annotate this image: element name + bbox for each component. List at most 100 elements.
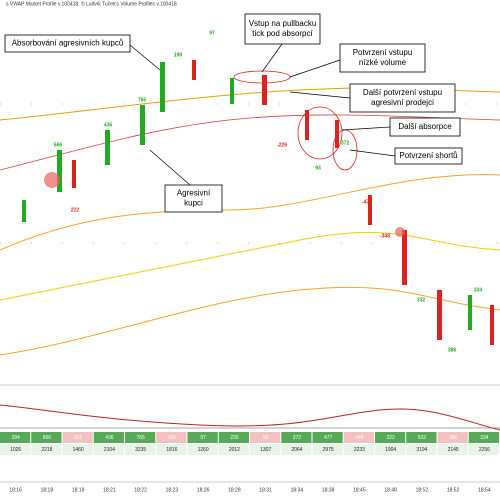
delta-label: 372 (341, 140, 350, 146)
table-value: 93 (263, 435, 269, 441)
table-value: 1026 (10, 447, 21, 453)
annotation-text: nízké volume (359, 58, 407, 67)
table-value: 334 (480, 435, 489, 441)
table-cell (125, 432, 156, 443)
table-cell (0, 432, 31, 443)
table-value: 2145 (448, 447, 459, 453)
annotation: Potvrzení shortů (394, 147, 463, 165)
callout-lines (129, 43, 396, 186)
table-value: 436 (105, 435, 114, 441)
table-cell (437, 432, 468, 443)
delta-label: 97 (209, 30, 215, 36)
table-value: 2256 (479, 447, 490, 453)
annotation-text: tick pod absorpcí (252, 29, 313, 38)
table-value: 226 (230, 435, 239, 441)
table-value: 222 (386, 435, 395, 441)
annotation-text: Vstup na pullbacku (249, 19, 317, 28)
table-value: 190 (168, 435, 177, 441)
time-label: 18:23 (166, 487, 179, 493)
time-label: 18:45 (353, 487, 366, 493)
table-cell (468, 432, 499, 443)
table-cell (312, 444, 343, 455)
annotation-box (164, 184, 223, 213)
time-label: 18:31 (259, 487, 272, 493)
annotation-text: agresivní prodejci (371, 98, 434, 107)
delta-label: 190 (174, 52, 183, 58)
table-cell (93, 432, 124, 443)
delta-label: -348 (380, 233, 390, 239)
annotation-text: Absorbování agresivních kupců (12, 39, 124, 48)
annotation-text: Další absorpce (398, 122, 452, 131)
table-value: 97 (200, 435, 206, 441)
table-cell (31, 432, 62, 443)
delta-label: 666 (54, 142, 63, 148)
time-label: 18:18 (41, 487, 54, 493)
table-value: 765 (136, 435, 145, 441)
delta-label: 93 (315, 165, 321, 171)
table-cell (218, 444, 249, 455)
lower-panel (0, 384, 500, 431)
time-label: 18:38 (322, 487, 335, 493)
table-value: 2104 (104, 447, 115, 453)
annotation-box (244, 13, 321, 45)
table-value: 477 (324, 435, 333, 441)
delta-label: 334 (474, 287, 483, 293)
annotation-box (394, 147, 463, 165)
table-cell (156, 444, 187, 455)
table-cell (406, 444, 437, 455)
table-value: 2218 (41, 447, 52, 453)
table-cell (281, 432, 312, 443)
annotation-text: Potvrzení shortů (399, 151, 457, 160)
table-cell (250, 444, 281, 455)
annotation-box (389, 117, 461, 137)
table-cell (343, 444, 374, 455)
table-cell (0, 444, 31, 455)
delta-label: 222 (71, 207, 80, 213)
delta-label: 332 (417, 297, 426, 303)
table-value: 222 (74, 435, 83, 441)
time-label: 18:21 (103, 487, 116, 493)
table-cell (406, 432, 437, 443)
annotation-box (4, 34, 131, 53)
time-label: 18:48 (384, 487, 397, 493)
annotation: Další absorpce (389, 117, 461, 137)
time-label: 18:28 (228, 487, 241, 493)
time-label: 18:19 (72, 487, 85, 493)
table-cell (93, 444, 124, 455)
table-value: 2233 (354, 447, 365, 453)
table-cell (250, 432, 281, 443)
table-value: 394 (11, 435, 20, 441)
delta-label: 436 (104, 122, 113, 128)
table-cell (343, 432, 374, 443)
annotation: Absorbování agresivních kupců (4, 34, 131, 53)
table-cell (375, 444, 406, 455)
delta-label: 765 (138, 97, 147, 103)
table-cell (437, 444, 468, 455)
candles (22, 60, 494, 345)
table-value: 2975 (323, 447, 334, 453)
time-label: 18:52 (447, 487, 460, 493)
table-value: 1260 (198, 447, 209, 453)
delta-label: -477 (362, 199, 372, 205)
table-value: 1307 (260, 447, 271, 453)
table-cell (31, 444, 62, 455)
delta-label: 386 (448, 347, 457, 353)
table-value: 372 (293, 435, 302, 441)
table-value: 1816 (166, 447, 177, 453)
indicator-lines (0, 87, 500, 356)
table-cell (187, 444, 218, 455)
table-cell (312, 432, 343, 443)
annotation-text: kupci (184, 199, 203, 208)
time-label: 18:34 (291, 487, 304, 493)
title: s VWAP Market Profile v.100418, © Ludvík… (6, 0, 177, 7)
time-label: 18:26 (197, 487, 210, 493)
table-cell (156, 432, 187, 443)
time-label: 18:52 (416, 487, 429, 493)
table-value: 666 (43, 435, 52, 441)
table-cell (125, 444, 156, 455)
table-cell (62, 444, 93, 455)
annotation-text: Potvrzení vstupu (353, 48, 413, 57)
time-label: 18:54 (478, 487, 491, 493)
